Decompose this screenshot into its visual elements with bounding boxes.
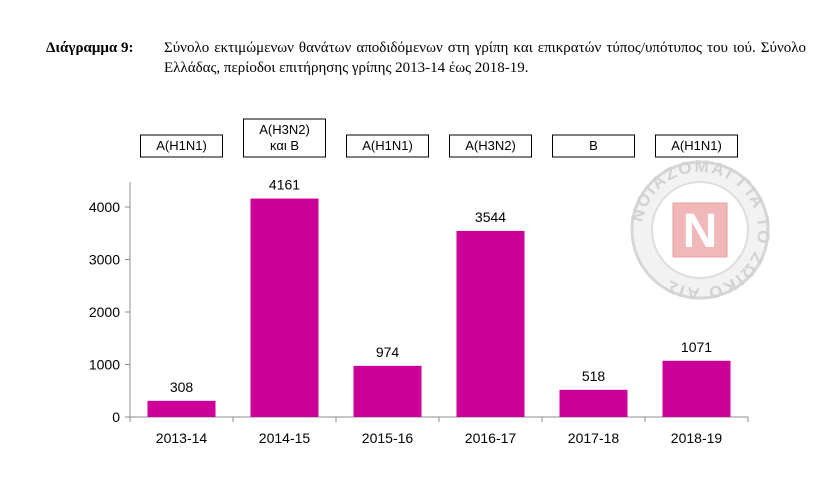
y-tick-label: 3000: [89, 252, 120, 268]
strain-label: A(H3N2) και B: [259, 122, 310, 153]
bar-2015-16: [353, 365, 422, 417]
bar-2014-15: [250, 198, 319, 417]
bar-2018-19: [662, 360, 731, 417]
bar-2013-14: [147, 400, 216, 417]
data-label: 518: [582, 368, 606, 384]
bar-2017-18: [559, 389, 628, 417]
bar-2016-17: [456, 230, 525, 417]
caption-text: Σύνολο εκτιμώμενων θανάτων αποδιδόμενων …: [164, 40, 806, 76]
x-tick-label: 2017-18: [568, 430, 620, 446]
data-label: 974: [376, 344, 400, 360]
data-label: 4161: [269, 177, 300, 193]
strain-label: B: [589, 138, 598, 153]
strain-label: A(H1N1): [671, 138, 722, 153]
y-tick-label: 1000: [89, 357, 120, 373]
strain-label-box: [243, 118, 326, 158]
strain-label: A(H1N1): [156, 138, 207, 153]
strain-label: A(H3N2): [465, 138, 516, 153]
strain-label-box: [552, 134, 635, 158]
watermark-square: [672, 202, 728, 258]
x-tick-label: 2014-15: [259, 430, 311, 446]
x-tick-label: 2015-16: [362, 430, 414, 446]
strain-label: A(H1N1): [362, 138, 413, 153]
strain-label-box: [346, 134, 429, 158]
x-tick-label: 2016-17: [465, 430, 517, 446]
strain-label-box: [140, 134, 223, 158]
y-tick-label: 0: [112, 409, 120, 425]
data-label: 3544: [475, 209, 506, 225]
x-tick-label: 2013-14: [156, 430, 208, 446]
y-tick-label: 4000: [89, 199, 120, 215]
strain-label-box: [449, 134, 532, 158]
strain-label-box: [655, 134, 738, 158]
x-tick-label: 2018-19: [671, 430, 723, 446]
data-label: 308: [170, 379, 194, 395]
caption-label: Διάγραμμα 9:: [46, 40, 134, 56]
watermark-letter: N: [683, 205, 718, 258]
y-tick-label: 2000: [89, 304, 120, 320]
data-label: 1071: [681, 339, 712, 355]
